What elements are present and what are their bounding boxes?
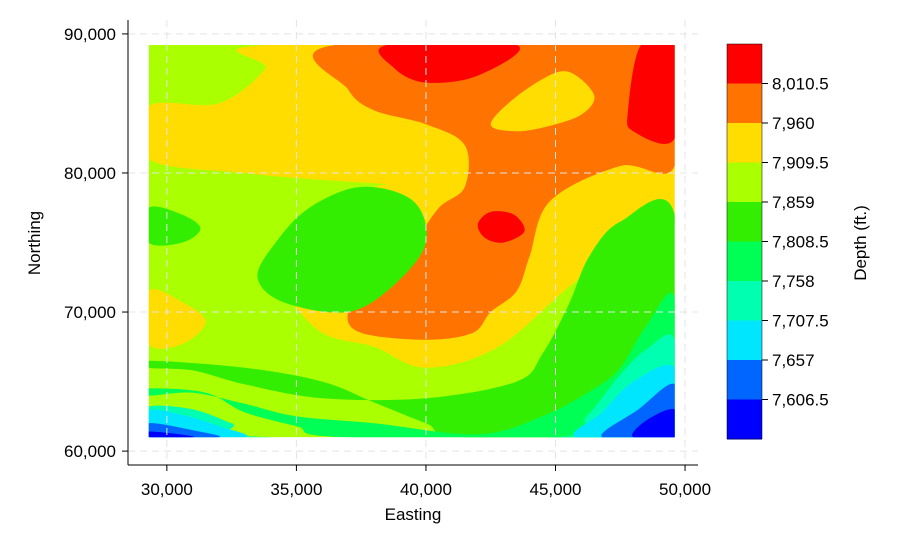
x-tick-label-1: 35,000 (270, 480, 322, 499)
y-tick-label-0: 60,000 (64, 442, 116, 461)
y-tick-label-1: 70,000 (64, 303, 116, 322)
colorbar-swatch-7 (727, 320, 762, 361)
contour-regions (148, 45, 675, 438)
colorbar-tick-label-7: 7,657 (772, 351, 815, 370)
colorbar-swatch-9 (727, 399, 762, 440)
contour-region-2 (148, 289, 206, 349)
colorbar-tick-label-4: 7,808.5 (772, 233, 829, 252)
colorbar-tick-label-6: 7,707.5 (772, 312, 829, 331)
colorbar-tick-label-8: 7,606.5 (772, 391, 829, 410)
contour-region-7 (477, 211, 525, 243)
y-axis-label: Northing (25, 211, 44, 275)
colorbar-swatch-4 (727, 202, 762, 242)
y-tick-label-3: 90,000 (64, 25, 116, 44)
contour-region-5 (378, 45, 520, 83)
grid-lines (128, 20, 698, 465)
colorbar-tick-label-3: 7,859 (772, 193, 815, 212)
colorbar-tick-label-0: 8,010.5 (772, 75, 829, 94)
y-tick-label-2: 80,000 (64, 164, 116, 183)
contour-region-18 (632, 408, 675, 438)
colorbar-swatch-3 (727, 162, 762, 203)
colorbar-label: Depth (ft.) (851, 205, 870, 281)
contour-region-9 (148, 206, 201, 246)
contour-region-6 (627, 45, 675, 144)
contour-region-10 (148, 199, 675, 438)
colorbar-tick-label-2: 7,909.5 (772, 154, 829, 173)
x-tick-label-2: 40,000 (400, 480, 452, 499)
colorbar-tick-label-5: 7,758 (772, 272, 815, 291)
x-tick-label-4: 50,000 (659, 480, 711, 499)
colorbar-swatch-1 (727, 83, 762, 124)
colorbar-swatch-0 (727, 44, 762, 84)
colorbar-swatch-6 (727, 281, 762, 321)
contour-region-17 (148, 431, 195, 438)
x-axis-label: Easting (385, 505, 442, 524)
colorbar-swatch-5 (727, 241, 762, 282)
x-tick-label-0: 30,000 (141, 480, 193, 499)
x-tick-label-3: 45,000 (530, 480, 582, 499)
colorbar-swatch-2 (727, 123, 762, 163)
axes: 30,000 35,000 40,000 45,000 50,000 60,000 70,0… (64, 20, 711, 499)
colorbar-swatch-8 (727, 360, 762, 400)
colorbar: 8,010.5 7,960 7,909.5 7,859 7,808.5 7,758 7,70… (726, 43, 829, 440)
contour-region-8 (257, 186, 427, 313)
colorbar-tick-label-1: 7,960 (772, 114, 815, 133)
contour-region-4 (490, 71, 595, 132)
